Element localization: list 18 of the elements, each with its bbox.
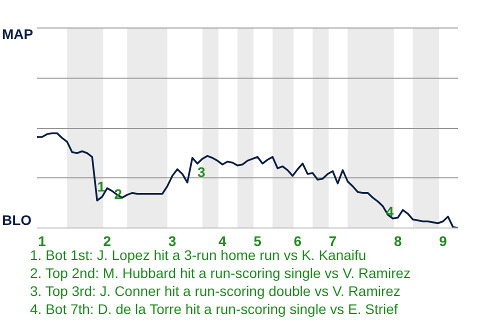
annotation: 4 [386,204,394,220]
text: 2. Top 2nd: M. Hubbard hit a run-scoring single vs V. Ramirez [30,264,412,282]
x-tick-label: 5 [254,232,262,249]
annotation: 1 [97,178,106,195]
annotation: 3 [197,164,206,180]
x-tick-label: 2 [103,232,112,249]
x-tick-label: 7 [328,232,337,249]
x-tick-label: 4 [218,232,227,249]
x-tick-label: 6 [294,232,302,249]
text: 3. Top 3rd: J. Conner hit a run-scoring double vs V. Ramirez [30,282,402,300]
x-tick-label: 1 [38,232,46,249]
text: MAP [2,25,34,43]
text: 1. Bot 1st: J. Lopez hit a 3-run home run vs K. Kanaifu [30,247,366,263]
x-tick-label: 8 [394,232,402,249]
x-tick-label: 9 [439,232,448,249]
x-tick-label: 3 [168,232,176,249]
text: 4. Bot 7th: D. de la Torre hit a run-scoring single vs E. Strief [30,300,399,318]
text: BLO [2,211,32,229]
